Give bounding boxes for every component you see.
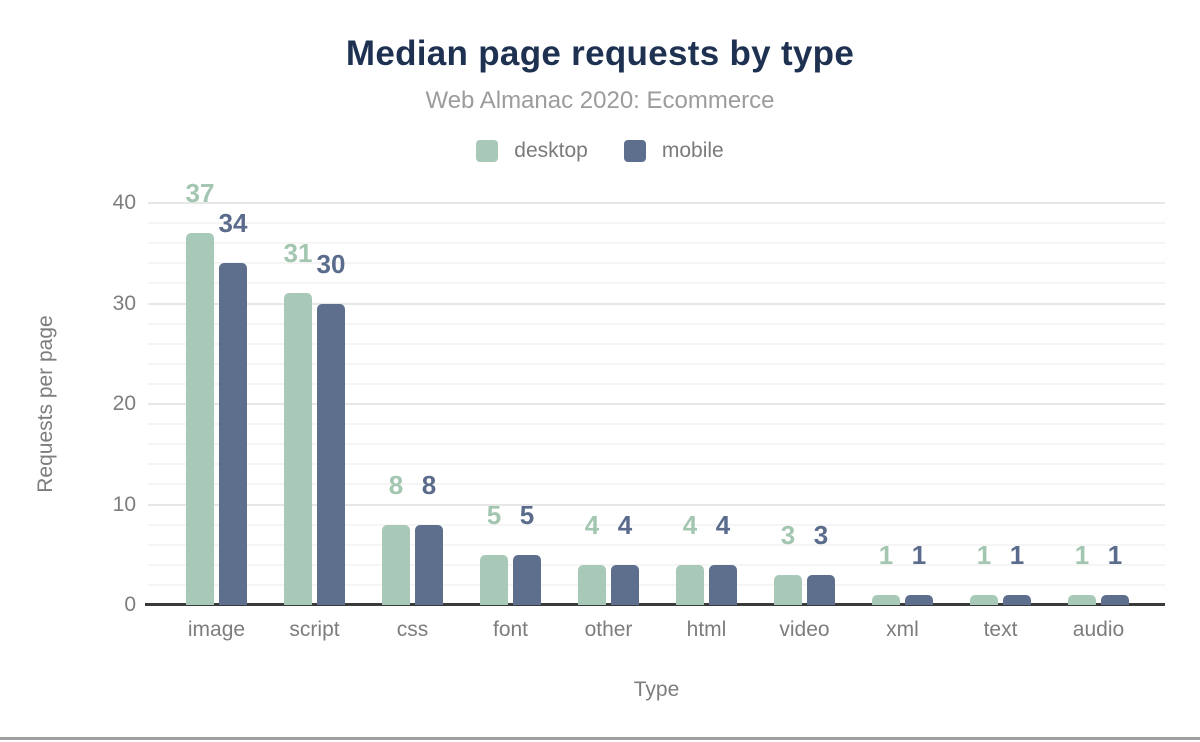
value-label-mobile-text: 1 xyxy=(1009,539,1025,570)
minor-gridline-24 xyxy=(148,362,1165,365)
bar-desktop-xml xyxy=(872,594,900,605)
value-label-mobile-other: 4 xyxy=(617,509,633,540)
bar-mobile-text xyxy=(1003,594,1031,605)
minor-gridline-26 xyxy=(148,342,1165,345)
legend-label-desktop: desktop xyxy=(514,139,588,162)
bar-mobile-font xyxy=(513,554,541,605)
minor-gridline-6 xyxy=(148,543,1165,546)
bar-mobile-other xyxy=(611,564,639,605)
y-tick-label-40: 40 xyxy=(112,191,136,214)
major-gridline-10 xyxy=(148,503,1165,506)
bar-desktop-font xyxy=(480,554,508,605)
value-label-desktop-font: 5 xyxy=(486,499,502,530)
footer-divider xyxy=(0,737,1200,740)
bar-desktop-other xyxy=(578,564,606,605)
bar-desktop-script xyxy=(284,293,312,605)
value-label-desktop-xml: 1 xyxy=(878,539,894,570)
minor-gridline-4 xyxy=(148,563,1165,566)
minor-gridline-34 xyxy=(148,262,1165,265)
category-label-xml: xml xyxy=(886,618,919,641)
value-label-mobile-css: 8 xyxy=(421,469,437,500)
bar-mobile-css xyxy=(415,524,443,605)
y-tick-label-10: 10 xyxy=(112,492,136,516)
category-label-html: html xyxy=(686,618,727,641)
minor-gridline-38 xyxy=(148,222,1165,225)
value-label-mobile-image: 34 xyxy=(218,208,248,239)
category-label-video: video xyxy=(779,618,830,641)
category-label-text: text xyxy=(983,618,1018,641)
value-label-desktop-script: 31 xyxy=(283,238,313,269)
value-label-mobile-font: 5 xyxy=(519,499,535,530)
minor-gridline-18 xyxy=(148,423,1165,426)
major-gridline-20 xyxy=(148,403,1165,405)
legend: desktop mobile xyxy=(0,139,1200,163)
bar-desktop-audio xyxy=(1068,594,1096,605)
bar-mobile-image xyxy=(219,263,247,605)
value-label-desktop-text: 1 xyxy=(976,539,992,570)
value-label-mobile-video: 3 xyxy=(813,519,829,550)
value-label-desktop-audio: 1 xyxy=(1074,539,1090,570)
plot-area: 37 34 31 30 8 8 5 5 4 4 4 4 3 3 1 1 1 1 1 1 xyxy=(145,180,1165,606)
bar-mobile-audio xyxy=(1101,594,1129,605)
value-label-desktop-css: 8 xyxy=(388,469,404,500)
legend-label-mobile: mobile xyxy=(661,139,724,162)
bar-desktop-css xyxy=(382,524,410,605)
chart-subtitle: Web Almanac 2020: Ecommerce xyxy=(425,87,775,114)
value-label-mobile-html: 4 xyxy=(715,509,731,540)
category-label-font: font xyxy=(492,618,529,641)
category-label-image: image xyxy=(187,618,246,641)
desktop-legend-swatch xyxy=(476,140,499,162)
minor-gridline-14 xyxy=(148,463,1165,466)
minor-gridline-2 xyxy=(148,583,1165,586)
value-label-desktop-html: 4 xyxy=(682,509,698,540)
bar-mobile-script xyxy=(317,303,345,605)
category-label-other: other xyxy=(584,618,633,641)
minor-gridline-12 xyxy=(148,483,1165,486)
y-tick-label-0: 0 xyxy=(124,593,136,616)
category-label-script: script xyxy=(289,618,340,641)
value-label-mobile-xml: 1 xyxy=(911,539,927,570)
category-label-css: css xyxy=(396,618,429,641)
y-tick-label-30: 30 xyxy=(112,291,136,315)
minor-gridline-32 xyxy=(148,282,1165,285)
mobile-legend-swatch xyxy=(623,140,646,162)
bar-desktop-text xyxy=(970,594,998,605)
category-label-audio: audio xyxy=(1072,618,1125,641)
value-label-desktop-other: 4 xyxy=(584,509,600,540)
minor-gridline-16 xyxy=(148,443,1165,446)
bar-desktop-image xyxy=(186,233,214,605)
chart-title: Median page requests by type xyxy=(345,34,855,73)
minor-gridline-22 xyxy=(148,382,1165,385)
minor-gridline-8 xyxy=(148,523,1165,526)
bar-mobile-xml xyxy=(905,594,933,605)
value-label-desktop-image: 37 xyxy=(185,178,215,209)
x-axis-line xyxy=(145,603,1165,606)
major-gridline-40 xyxy=(148,202,1165,204)
bar-mobile-video xyxy=(807,574,835,605)
value-label-desktop-video: 3 xyxy=(780,519,796,550)
legend-item-mobile: mobile xyxy=(623,139,724,163)
minor-gridline-36 xyxy=(148,242,1165,245)
y-tick-label-20: 20 xyxy=(112,392,136,415)
x-axis-title: Type xyxy=(633,678,680,701)
legend-item-desktop: desktop xyxy=(476,139,588,163)
minor-gridline-28 xyxy=(148,322,1165,325)
y-axis-title: Requests per page xyxy=(34,315,57,493)
major-gridline-30 xyxy=(148,302,1165,305)
value-label-mobile-audio: 1 xyxy=(1107,539,1123,570)
bar-desktop-html xyxy=(676,564,704,605)
value-label-mobile-script: 30 xyxy=(316,248,346,279)
bar-desktop-video xyxy=(774,574,802,605)
bar-mobile-html xyxy=(709,564,737,605)
